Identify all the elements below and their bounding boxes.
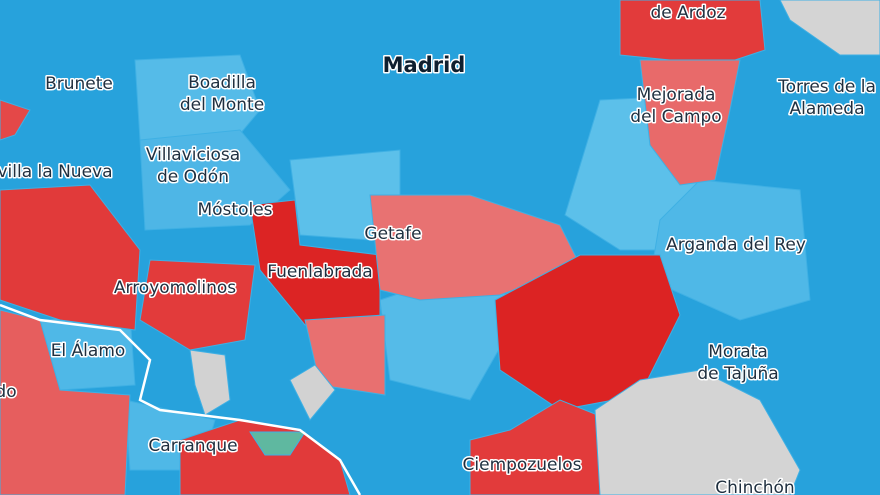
place-label: El Álamo	[51, 339, 126, 361]
region	[289, 364, 336, 421]
place-label: Brunete	[45, 74, 113, 94]
region	[249, 431, 306, 456]
region	[0, 99, 31, 141]
region	[494, 254, 681, 411]
place-label: Torres de la	[777, 77, 876, 97]
region	[649, 179, 811, 321]
region	[189, 349, 231, 416]
place-label: de Ardoz	[650, 3, 725, 23]
region	[639, 59, 741, 186]
place-label: Carranque	[148, 436, 237, 456]
place-label: villa la Nueva	[0, 162, 113, 182]
place-label: Mejorada	[637, 85, 716, 105]
place-label: Alameda	[790, 99, 865, 119]
place-label: Madrid	[383, 53, 466, 77]
region	[619, 0, 766, 66]
place-label: Fuenlabrada	[267, 262, 372, 282]
place-label: de Odón	[157, 167, 229, 187]
place-label: Móstoles	[197, 200, 272, 220]
place-label: de Tajuña	[697, 364, 778, 384]
place-label: Arroyomolinos	[114, 278, 236, 298]
place-label: Morata	[708, 342, 768, 362]
province-border	[0, 303, 362, 495]
place-label: Ciempozuelos	[463, 455, 582, 475]
region	[594, 369, 801, 495]
place-label: Boadilla	[188, 73, 256, 93]
region	[779, 0, 880, 56]
place-label: del Campo	[630, 107, 721, 127]
place-label: Getafe	[364, 224, 421, 244]
place-label: do	[0, 382, 17, 402]
region	[139, 259, 256, 351]
place-label: del Monte	[180, 95, 264, 115]
place-label: Villaviciosa	[146, 145, 240, 165]
region	[134, 54, 261, 141]
region	[0, 184, 141, 331]
place-label: Chinchón	[715, 478, 794, 495]
region	[304, 314, 386, 396]
place-label: Arganda del Rey	[666, 235, 806, 255]
